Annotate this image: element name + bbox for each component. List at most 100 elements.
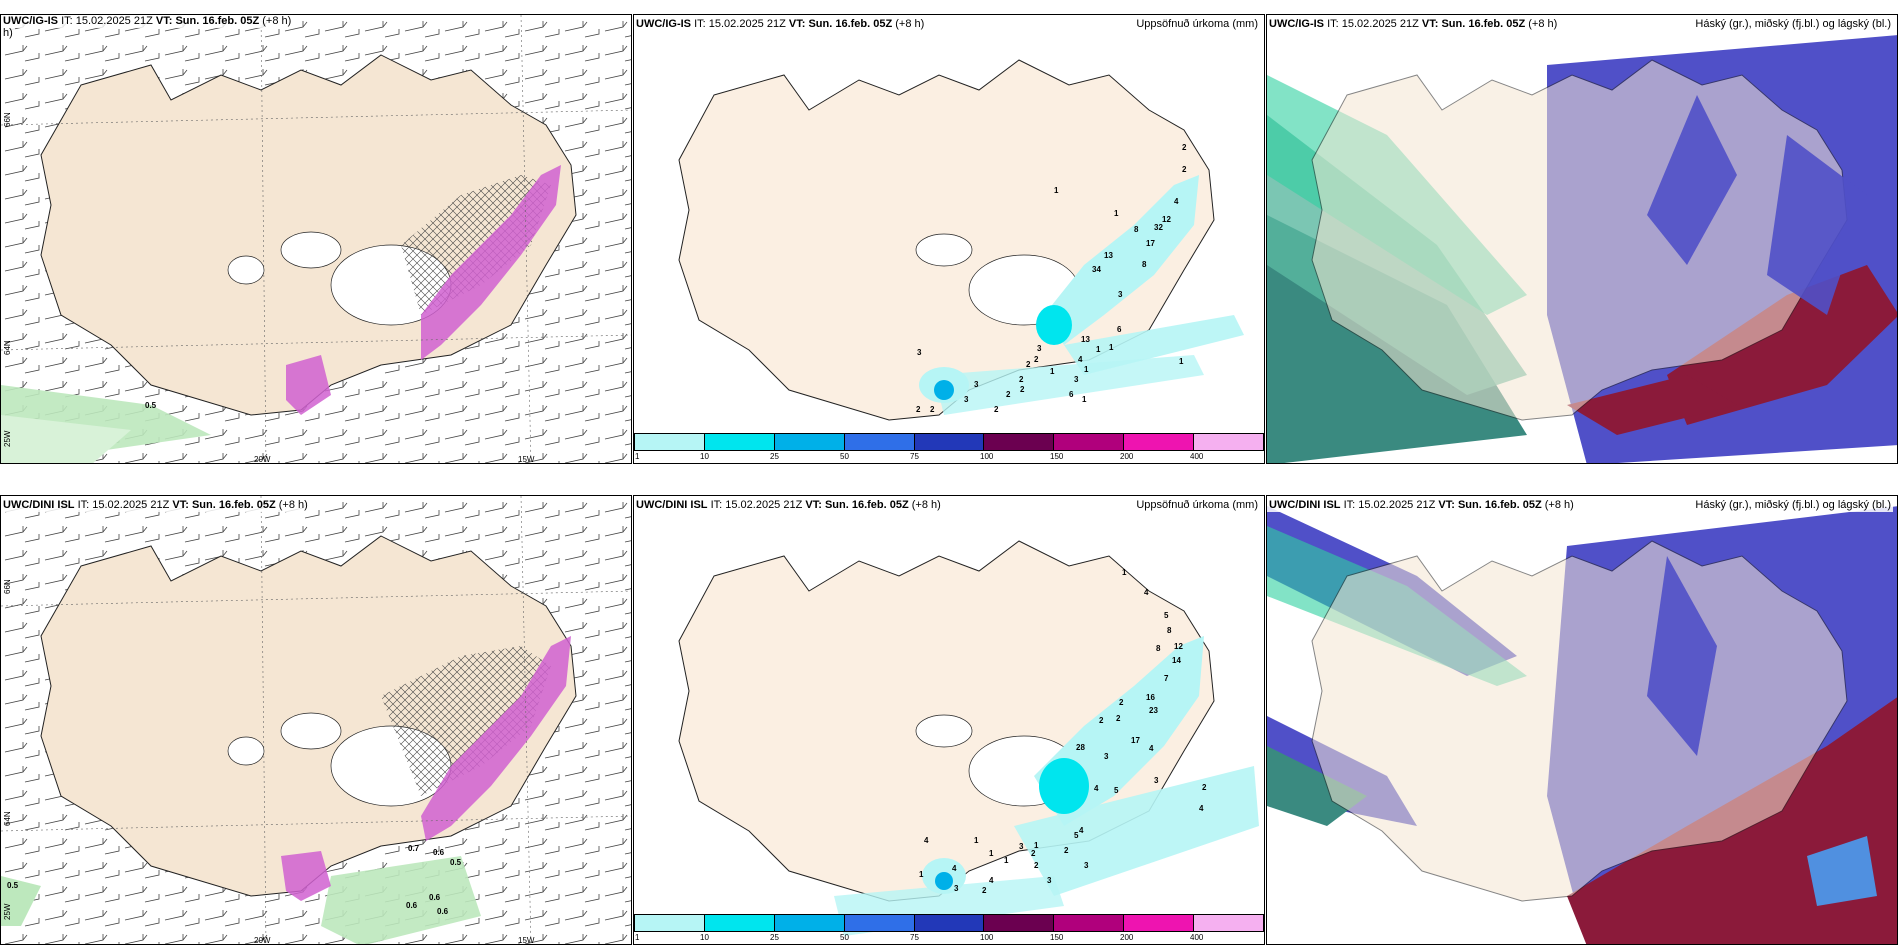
precip-value: 4 <box>989 876 994 885</box>
lon-label: 20W <box>254 455 271 464</box>
precip-value: 8 <box>1167 626 1172 635</box>
lat-label: 66N <box>3 579 12 594</box>
wind-value-label: 0.5 <box>7 881 19 890</box>
wind-value-label: 0.6 <box>406 901 418 910</box>
colorbar-label: 75 <box>910 933 919 942</box>
precip-value: 1 <box>974 836 979 845</box>
precip-value: 16 <box>1146 693 1155 702</box>
lead-time: (+8 h) <box>895 18 925 30</box>
model-title: UWC/DINI ISL <box>636 499 708 511</box>
it-label: IT: <box>1327 18 1339 30</box>
wind-value-label: 0.7 <box>408 844 420 853</box>
precip-value: 3 <box>1104 752 1109 761</box>
precip-value: 8 <box>1142 260 1147 269</box>
it-value: 15.02.2025 21Z <box>1341 18 1419 30</box>
lon-label: 15W <box>518 455 535 464</box>
precip-value: 2 <box>1182 143 1187 152</box>
precip-value: 4 <box>1199 804 1204 813</box>
panel-header: UWC/IG-IS IT: 15.02.2025 21Z VT: Sun. 16… <box>1267 18 1560 31</box>
colorbar-swatch <box>774 434 845 450</box>
colorbar-label: 150 <box>1050 933 1064 942</box>
precip-value: 2 <box>1031 849 1036 858</box>
precip-value: 13 <box>1081 335 1090 344</box>
precip-value: 1 <box>1084 365 1089 374</box>
precip-colorbar <box>634 433 1264 451</box>
precip-value: 4 <box>1149 744 1154 753</box>
colorbar-label: 1 <box>635 933 640 942</box>
precip-value: 14 <box>1172 656 1181 665</box>
precip-value: 4 <box>1174 197 1179 206</box>
colorbar-swatch <box>1054 434 1125 450</box>
precip-value: 2 <box>1026 360 1031 369</box>
precip-value: 1 <box>919 870 924 879</box>
corner-label: 25W <box>3 430 12 447</box>
corner-label: 25W <box>3 903 12 920</box>
lat-label: 64N <box>3 340 12 355</box>
colorbar-label: 100 <box>980 933 994 942</box>
panel-header: UWC/IG-IS IT: 15.02.2025 21Z VT: Sun. 16… <box>634 18 927 31</box>
precip-value: 5 <box>1164 611 1169 620</box>
model-title: UWC/DINI ISL <box>3 499 75 511</box>
precip-value: 6 <box>1069 390 1074 399</box>
vt-label: VT: <box>1438 499 1455 511</box>
precip-value: 8 <box>1134 225 1139 234</box>
precip-value: 3 <box>1154 776 1159 785</box>
colorbar-swatch <box>704 915 775 931</box>
wind-map-panel-top: UWC/IG-IS IT: 15.02.2025 21Z VT: Sun. 16… <box>0 14 632 464</box>
wind-value-label: 0.6 <box>433 848 445 857</box>
it-label: IT: <box>1343 499 1356 511</box>
vt-value: Sun. 16.feb. 05Z <box>175 15 260 27</box>
precip-value: 3 <box>917 348 922 357</box>
precip-value: 34 <box>1092 265 1101 274</box>
precip-value: 2 <box>1064 846 1069 855</box>
precip-colorbar <box>634 914 1264 932</box>
lat-label: 66N <box>3 112 12 127</box>
colorbar-label: 25 <box>770 933 779 942</box>
lat-label: 64N <box>3 811 12 826</box>
vt-label: VT: <box>1421 18 1439 30</box>
vt-label: VT: <box>805 499 822 511</box>
precip-value: 3 <box>1118 290 1123 299</box>
precip-value: 3 <box>1074 375 1079 384</box>
it-value: 15.02.2025 21Z <box>725 499 803 511</box>
vt-value: Sun. 16.feb. 05Z <box>824 499 909 511</box>
precip-map-svg <box>678 540 1259 936</box>
precip-value: 12 <box>1162 215 1171 224</box>
colorbar-label: 50 <box>840 452 849 461</box>
precip-value: 4 <box>1144 588 1149 597</box>
model-title: UWC/IG-IS <box>636 18 691 30</box>
colorbar-swatch <box>1124 915 1195 931</box>
vt-value: Sun. 16.feb. 05Z <box>1457 499 1542 511</box>
precip-value: 3 <box>974 380 979 389</box>
panel-header: UWC/DINI ISL IT: 15.02.2025 21Z VT: Sun.… <box>1267 499 1576 512</box>
precip-value: 7 <box>1164 674 1169 683</box>
colorbar-swatch <box>635 434 705 450</box>
precip-value: 6 <box>1117 325 1122 334</box>
colorbar-label: 50 <box>840 933 849 942</box>
panel-header: UWC/IG-IS IT: 15.02.2025 21Z VT: Sun. 16… <box>1 15 294 28</box>
colorbar-swatch <box>844 915 915 931</box>
precip-value: 3 <box>954 884 959 893</box>
model-title: UWC/IG-IS <box>1269 18 1324 30</box>
precip-value: 4 <box>1094 784 1099 793</box>
wind-value-label: 0.5 <box>145 401 157 410</box>
colorbar-swatch <box>844 434 915 450</box>
it-value: 15.02.2025 21Z <box>92 499 170 511</box>
colorbar-swatch <box>984 915 1055 931</box>
precip-value: 1 <box>1050 367 1055 376</box>
colorbar-swatch <box>704 434 775 450</box>
precip-title: Uppsöfnuð úrkoma (mm) <box>1134 18 1260 31</box>
precip-value: 2 <box>1034 355 1039 364</box>
precip-value: 28 <box>1076 743 1085 752</box>
precip-value: 1 <box>1114 209 1119 218</box>
it-label: IT: <box>710 499 723 511</box>
colorbar-label: 400 <box>1190 452 1204 461</box>
precip-value: 17 <box>1131 736 1140 745</box>
it-label: IT: <box>77 499 90 511</box>
precip-value: 1 <box>1004 856 1009 865</box>
vt-value: Sun. 16.feb. 05Z <box>1441 18 1526 30</box>
precip-value: 13 <box>1104 251 1113 260</box>
precip-value: 2 <box>1034 861 1039 870</box>
colorbar-label: 25 <box>770 452 779 461</box>
precip-title: Uppsöfnuð úrkoma (mm) <box>1134 499 1260 512</box>
